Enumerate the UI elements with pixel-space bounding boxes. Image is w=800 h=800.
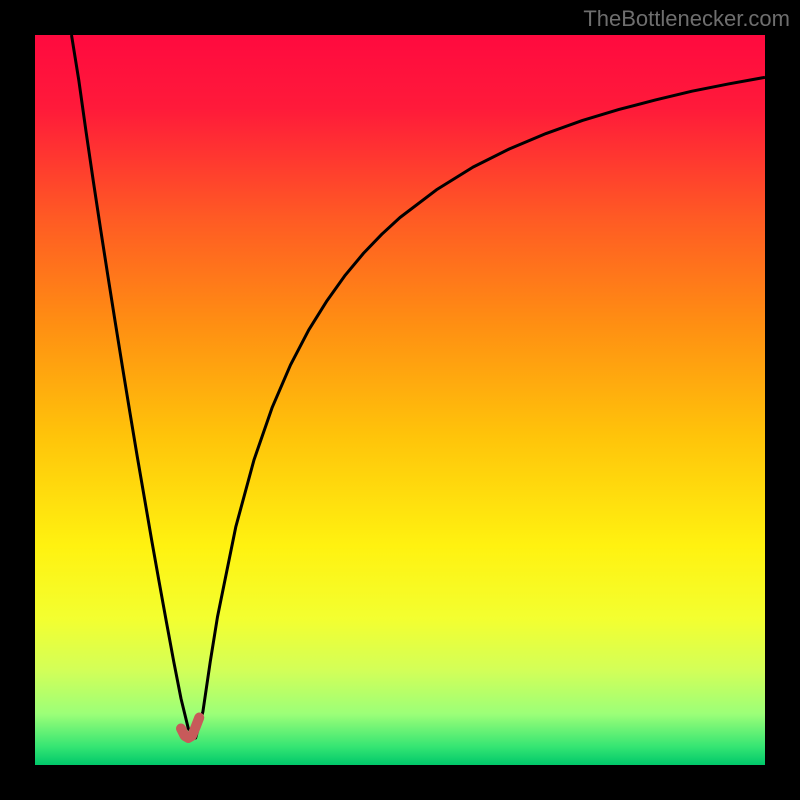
watermark-text: TheBottlenecker.com (583, 6, 790, 32)
chart-container: TheBottlenecker.com (0, 0, 800, 800)
gradient-background (35, 35, 765, 765)
plot-area (35, 35, 765, 765)
